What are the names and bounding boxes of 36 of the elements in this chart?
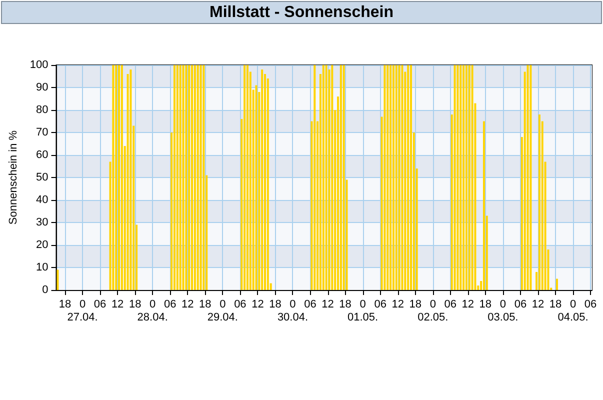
y-tick-label: 0 [42, 284, 48, 296]
y-tick-label: 80 [36, 104, 48, 116]
x-tick-label: 12 [462, 298, 474, 310]
x-tick-label: 18 [339, 298, 352, 310]
x-tick-label: 06 [444, 298, 457, 310]
y-axis-title: Sonnenschein in % [8, 130, 20, 225]
x-tick-label: 06 [584, 298, 597, 310]
x-tick-label: 18 [199, 298, 212, 310]
y-tick-label: 100 [30, 59, 48, 71]
x-tick-label: 12 [392, 298, 404, 310]
x-tick-label: 06 [94, 298, 106, 310]
y-tick-label: 10 [36, 262, 48, 274]
y-tick-label: 60 [36, 149, 48, 161]
x-tick-label: 06 [234, 298, 246, 310]
x-tick-label: 18 [128, 298, 142, 310]
x-tick-label: 18 [58, 298, 72, 310]
y-tick-label: 20 [36, 239, 48, 251]
x-tick-label: 06 [164, 298, 176, 310]
x-tick-label: 06 [304, 298, 316, 310]
y-tick-label: 40 [36, 194, 48, 206]
chart-title: Millstatt - Sonnenschein [1, 1, 602, 24]
y-tick-label: 30 [36, 216, 48, 228]
y-tick-label: 50 [36, 172, 48, 184]
x-tick-label: 06 [374, 298, 386, 310]
x-tick-label: 18 [269, 298, 282, 310]
x-tick-label: 18 [479, 298, 492, 310]
x-tick-label: 06 [514, 298, 527, 310]
x-tick-label: 18 [549, 298, 562, 310]
y-tick-label: 70 [36, 126, 48, 138]
x-tick-label: 12 [182, 298, 194, 310]
x-tick-label: 12 [252, 298, 264, 310]
x-tick-label: 12 [111, 298, 124, 310]
x-tick-label: 12 [322, 298, 334, 310]
x-tick-label: 18 [409, 298, 422, 310]
x-tick-label: 12 [532, 298, 544, 310]
y-tick-label: 90 [36, 82, 48, 94]
